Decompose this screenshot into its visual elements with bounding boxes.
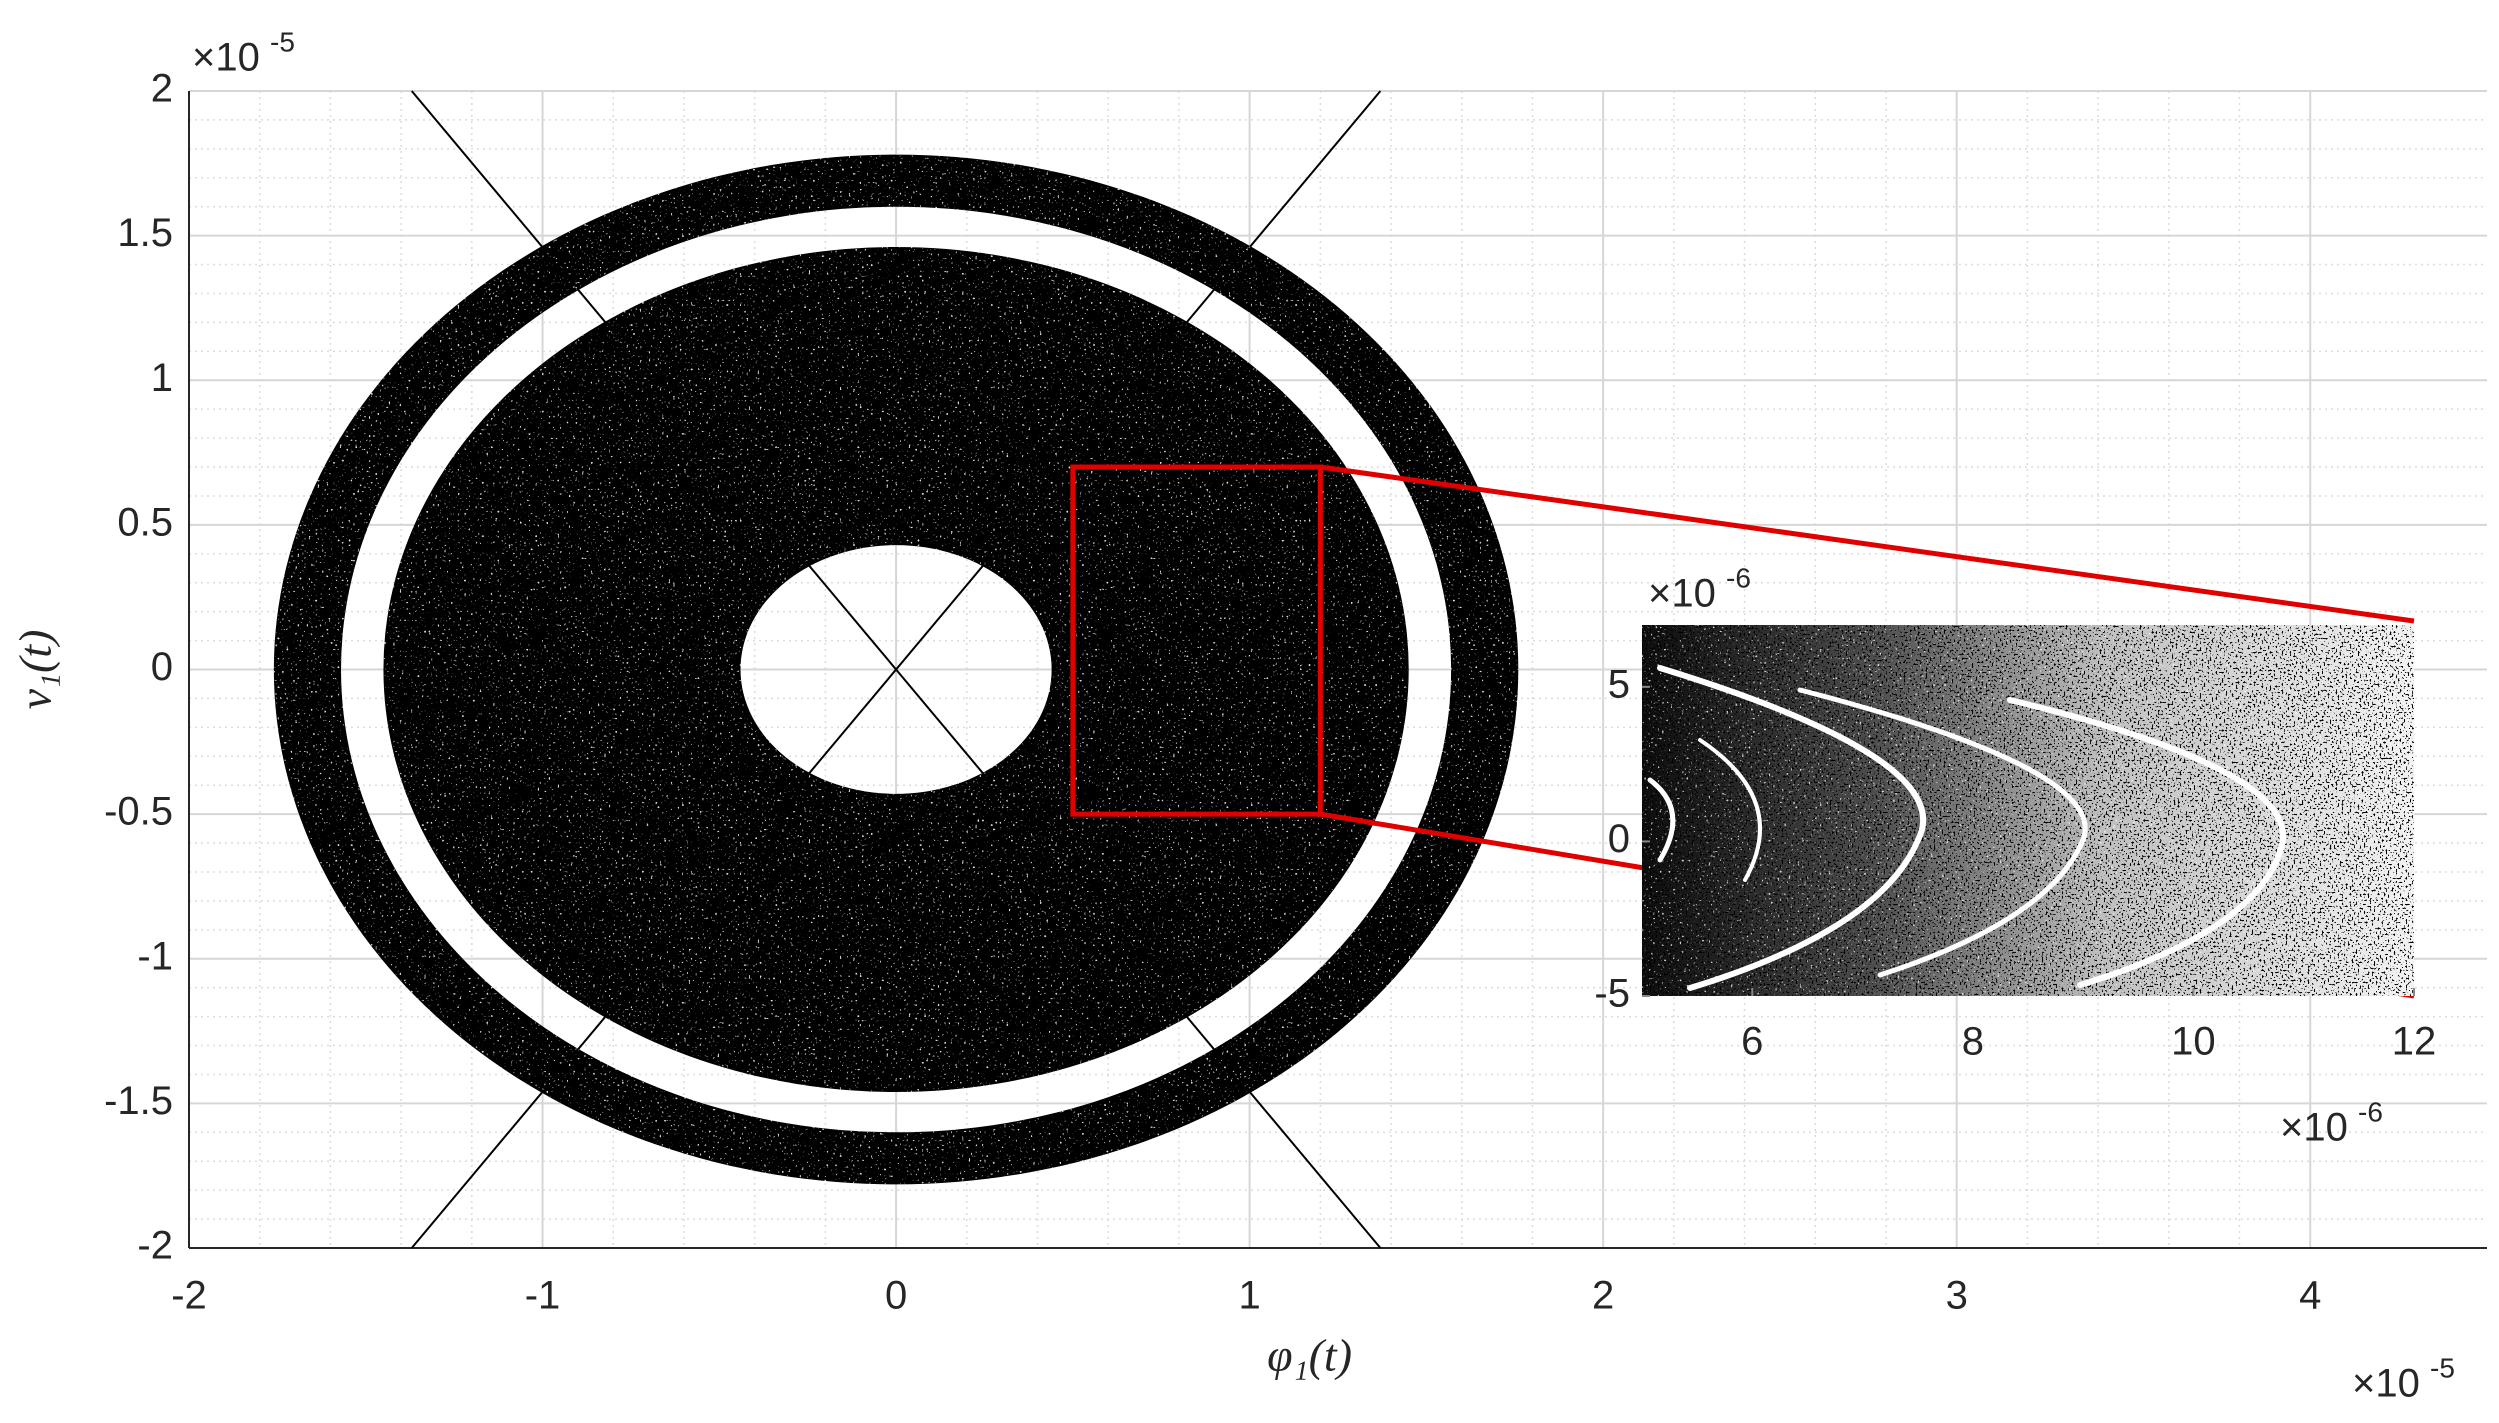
arc (1698, 738, 1762, 882)
x-tick-label: 0 (885, 1274, 907, 1318)
inset-y-tick-label: 0 (1608, 817, 1630, 861)
arc (1797, 687, 2088, 978)
arc (1657, 665, 1926, 991)
y-tick-label: -0.5 (104, 790, 173, 834)
inset-x-tick-label: 12 (2392, 1020, 2437, 1064)
inset-y-tick-label: 5 (1608, 662, 1630, 706)
y-tick-label: 2 (151, 67, 173, 111)
x-tick-label: 3 (1946, 1274, 1968, 1318)
inset-arcs (1647, 665, 2287, 991)
exponent-power: -5 (270, 26, 295, 57)
inset-gaps (1642, 625, 2414, 996)
y-tick-label: 0 (151, 645, 173, 689)
inset (1642, 625, 2415, 997)
x-axis-label: φ₁(t) (1267, 1330, 1352, 1381)
exponent-base: ×10 (2280, 1106, 2348, 1150)
y-tick-label: -1 (137, 934, 173, 978)
exponent-base: ×10 (192, 36, 260, 80)
y-tick-label: -2 (137, 1224, 173, 1268)
x-tick-label: -2 (171, 1274, 207, 1318)
exponent-base: ×10 (1648, 572, 1716, 616)
x-tick-label: -1 (525, 1274, 561, 1318)
exponent-power: -5 (2430, 1352, 2455, 1383)
connector (1319, 464, 2415, 624)
inset-y-tick-label: -5 (1594, 972, 1630, 1016)
exponent-power: -6 (2358, 1096, 2383, 1127)
text-layer: -2 -1 0 1 2 3 4-2-1.5-1-0.500.511.52φ₁(t)v₁(t)… (10, 26, 2455, 1405)
x-tick-label: 2 (1592, 1274, 1614, 1318)
x-tick-label: 4 (2299, 1274, 2321, 1318)
y-tick-label: 1 (151, 356, 173, 400)
zoom-box (1070, 464, 1323, 817)
x-tick-label: 1 (1238, 1274, 1260, 1318)
exponent-power: -6 (1726, 562, 1751, 593)
arc (1647, 777, 1676, 863)
inset-x-tick-label: 8 (1962, 1020, 1984, 1064)
inset-x-tick-label: 10 (2171, 1020, 2216, 1064)
y-tick-label: 0.5 (117, 500, 173, 544)
inset-cloud (1642, 625, 2414, 996)
y-tick-label: -1.5 (104, 1079, 173, 1123)
inset-x-tick-label: 6 (1741, 1020, 1763, 1064)
arc (2007, 697, 2287, 988)
y-axis-label: v₁(t) (10, 630, 61, 710)
y-tick-label: 1.5 (117, 211, 173, 255)
exponent-base: ×10 (2352, 1362, 2420, 1406)
